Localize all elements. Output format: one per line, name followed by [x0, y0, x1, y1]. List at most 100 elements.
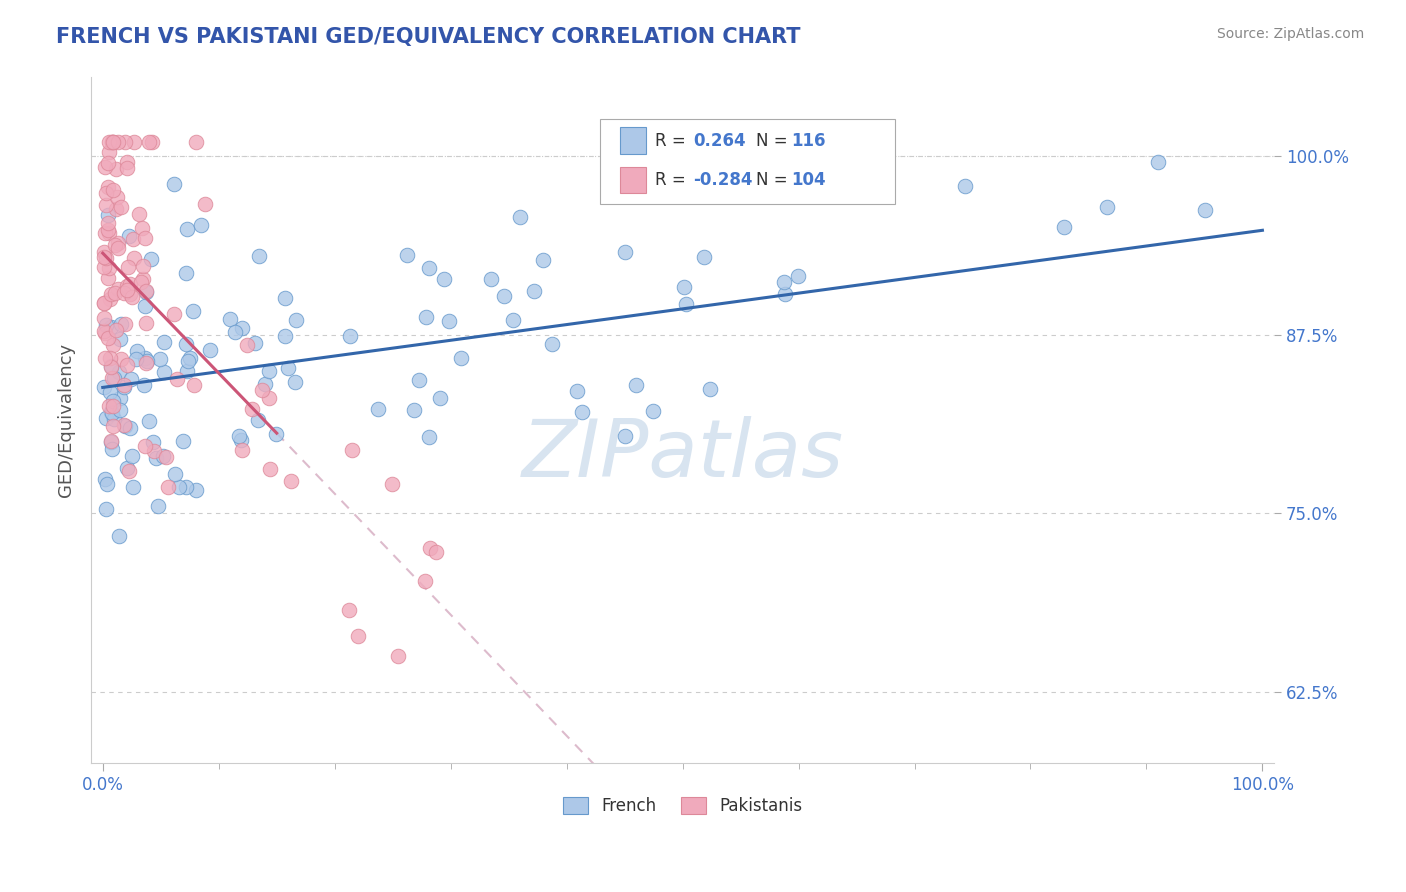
Point: [94, 501, 117, 516]
Point: [98, 145, 121, 160]
Point: [190, 218, 212, 232]
Point: [139, 252, 162, 266]
Point: [108, 391, 131, 405]
Point: [97, 223, 120, 237]
Point: [96, 208, 118, 222]
Point: [120, 372, 142, 386]
Point: [101, 135, 124, 149]
Point: [773, 287, 796, 301]
Point: [135, 356, 157, 370]
Point: [131, 221, 153, 235]
Point: [437, 314, 460, 328]
Point: [425, 544, 447, 558]
Point: [662, 135, 685, 149]
Point: [114, 419, 136, 434]
Point: [112, 378, 135, 392]
Point: [218, 311, 240, 326]
Point: [152, 449, 174, 463]
Point: [103, 412, 125, 426]
Point: [94, 472, 117, 486]
Point: [224, 326, 246, 340]
Point: [115, 278, 138, 293]
Point: [193, 197, 215, 211]
Point: [429, 391, 451, 405]
Point: [641, 403, 664, 417]
Point: [115, 358, 138, 372]
Point: [231, 321, 253, 335]
Point: [387, 648, 409, 663]
Point: [131, 272, 153, 286]
Point: [404, 402, 426, 417]
FancyBboxPatch shape: [620, 167, 645, 193]
Point: [94, 318, 117, 332]
Point: [101, 399, 124, 413]
Point: [339, 328, 361, 343]
Point: [163, 178, 186, 192]
Point: [347, 629, 370, 643]
Point: [107, 135, 129, 149]
Point: [153, 334, 176, 349]
Text: 0.264: 0.264: [693, 131, 745, 150]
Point: [98, 292, 121, 306]
Point: [97, 331, 120, 345]
Point: [693, 250, 716, 264]
Point: [179, 351, 201, 365]
Point: [96, 270, 118, 285]
Point: [183, 378, 205, 392]
Point: [148, 500, 170, 514]
Point: [100, 405, 122, 419]
Point: [418, 260, 440, 275]
Point: [115, 155, 138, 169]
Point: [93, 260, 115, 274]
Y-axis label: GED/Equivalency: GED/Equivalency: [58, 343, 75, 498]
Point: [122, 135, 145, 149]
Point: [176, 222, 198, 236]
Point: [93, 244, 115, 259]
Point: [118, 464, 141, 478]
Point: [134, 231, 156, 245]
Point: [121, 232, 143, 246]
Point: [509, 210, 531, 224]
Point: [337, 603, 360, 617]
Point: [250, 383, 273, 397]
Point: [94, 197, 117, 211]
Point: [93, 226, 115, 240]
Point: [149, 352, 172, 367]
Point: [231, 442, 253, 457]
Point: [142, 435, 165, 450]
Point: [243, 336, 266, 351]
Point: [1147, 154, 1170, 169]
Point: [381, 476, 404, 491]
Point: [97, 156, 120, 170]
Point: [98, 385, 121, 400]
Point: [198, 343, 221, 357]
Text: 116: 116: [792, 131, 825, 150]
Point: [155, 450, 177, 465]
Point: [1194, 202, 1216, 217]
Point: [169, 480, 191, 494]
Point: [786, 269, 808, 284]
Point: [367, 402, 389, 417]
Point: [138, 414, 160, 428]
Point: [565, 384, 588, 398]
Point: [93, 296, 115, 310]
Point: [107, 529, 129, 543]
Point: [104, 238, 127, 252]
Point: [502, 312, 524, 326]
Point: [135, 354, 157, 368]
Point: [110, 200, 132, 214]
Legend: French, Pakistanis: French, Pakistanis: [554, 789, 811, 823]
Text: N =: N =: [756, 171, 793, 189]
Point: [108, 332, 131, 346]
Point: [107, 365, 129, 379]
Point: [120, 277, 142, 291]
Text: FRENCH VS PAKISTANI GED/EQUIVALENCY CORRELATION CHART: FRENCH VS PAKISTANI GED/EQUIVALENCY CORR…: [56, 27, 801, 46]
Point: [145, 450, 167, 465]
Point: [118, 421, 141, 435]
Point: [128, 207, 150, 221]
Text: N =: N =: [756, 131, 793, 150]
Point: [257, 392, 280, 406]
Point: [184, 135, 207, 149]
Point: [93, 311, 115, 326]
Point: [94, 251, 117, 265]
